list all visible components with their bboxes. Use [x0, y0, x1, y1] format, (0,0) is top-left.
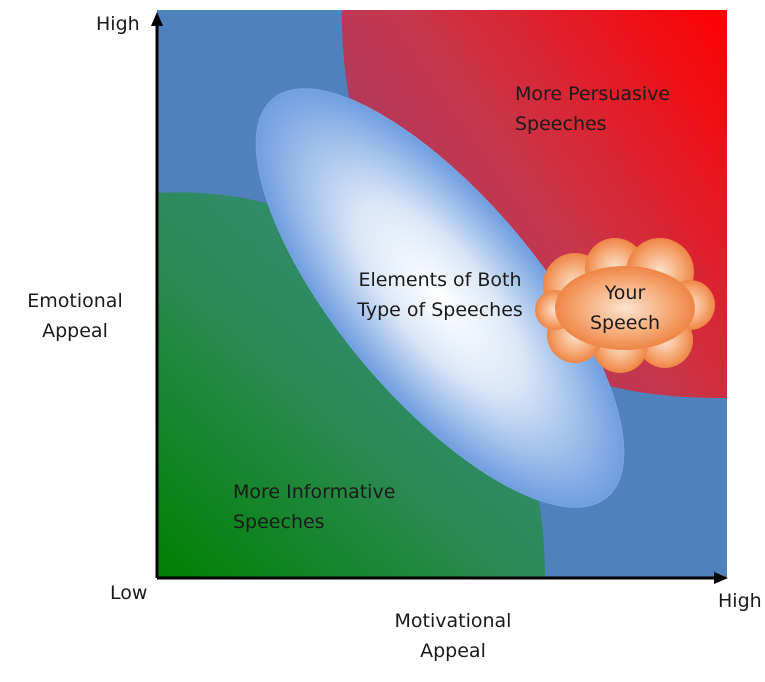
your-speech-label-line1: Your	[604, 282, 646, 304]
both-types-label-line2: Type of Speeches	[357, 299, 523, 321]
x-axis-title: Motivational Appeal	[363, 606, 543, 666]
persuasive-label: More Persuasive Speeches	[515, 79, 670, 139]
your-speech-cloud	[535, 238, 715, 373]
y-axis-high-label: High	[96, 13, 140, 35]
x-axis-title-line1: Motivational	[394, 610, 512, 632]
informative-label-line2: Speeches	[233, 511, 325, 533]
both-types-ellipse	[255, 88, 625, 508]
your-speech-label: Your Speech	[575, 278, 675, 338]
both-types-label-line1: Elements of Both	[358, 269, 522, 291]
both-types-label: Elements of Both Type of Speeches	[340, 265, 540, 325]
y-axis-title: Emotional Appeal	[10, 286, 140, 346]
origin-low-label: Low	[110, 582, 148, 604]
y-axis	[151, 12, 163, 578]
x-axis	[157, 572, 728, 584]
informative-label: More Informative Speeches	[233, 477, 395, 537]
x-axis-title-line2: Appeal	[420, 640, 486, 662]
x-axis-high-label: High	[718, 590, 762, 612]
y-axis-title-line1: Emotional	[27, 290, 123, 312]
persuasive-label-line1: More Persuasive	[515, 83, 671, 105]
persuasive-label-line2: Speeches	[515, 113, 607, 135]
informative-label-line1: More Informative	[233, 481, 396, 503]
your-speech-label-line2: Speech	[590, 312, 660, 334]
y-axis-title-line2: Appeal	[42, 320, 108, 342]
informative-region	[157, 192, 545, 578]
